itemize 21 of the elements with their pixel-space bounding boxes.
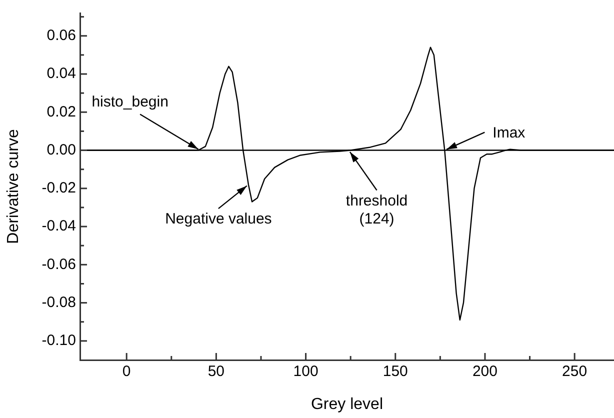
x-tick-label: 200 (472, 363, 498, 380)
y-tick-label: -0.08 (42, 294, 76, 311)
annotation: Negative values (165, 210, 272, 228)
y-axis-title: Derivative curve (5, 129, 22, 244)
x-tick-label: 150 (382, 363, 408, 380)
x-tick-label: 250 (562, 363, 588, 380)
y-tick-label: 0.02 (46, 103, 76, 120)
y-tick-label: 0.06 (46, 27, 76, 44)
y-tick-label: -0.10 (42, 332, 76, 350)
y-tick-label: -0.04 (42, 218, 76, 235)
x-tick-label: 50 (208, 363, 225, 380)
y-tick-label: -0.06 (42, 256, 76, 273)
annotation: histo_begin (92, 93, 168, 110)
x-tick-label: 100 (293, 363, 318, 380)
annotation: Imax (492, 124, 526, 142)
x-axis-title: Grey level (310, 396, 384, 413)
y-tick-label: 0.04 (46, 65, 76, 82)
x-tick-label: 0 (122, 363, 131, 380)
y-tick-label: -0.02 (42, 180, 76, 197)
annotation: threshold (124) (346, 192, 408, 228)
y-tick-label: 0.00 (46, 141, 76, 158)
